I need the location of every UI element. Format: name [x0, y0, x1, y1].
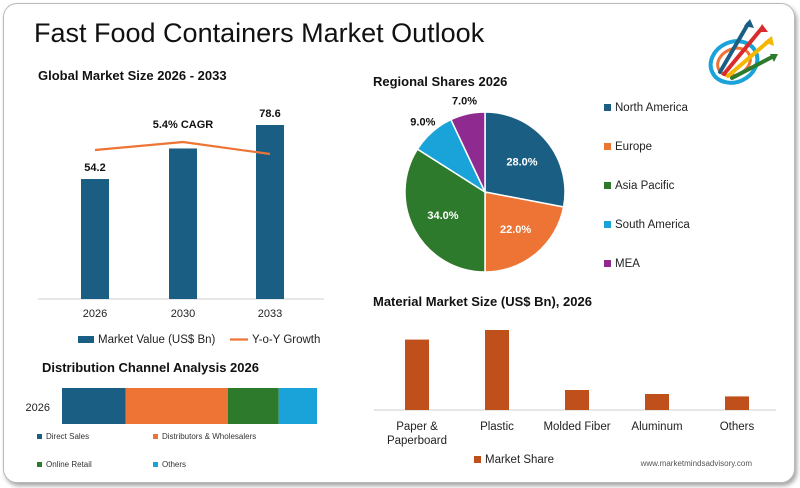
legend-swatch — [604, 104, 611, 112]
legend-label: South America — [615, 219, 690, 231]
bar-market-value-2030 — [169, 148, 197, 299]
distribution-legend-item: Online Retail — [37, 460, 92, 469]
distribution-legend-item: Distributors & Wholesalers — [153, 432, 256, 441]
pie-legend-item: South America — [604, 219, 690, 258]
legend-swatch — [604, 143, 611, 151]
legend-swatch — [37, 434, 42, 440]
brand-logo-icon — [708, 19, 778, 85]
data-label-2026: 54.2 — [84, 162, 105, 174]
bar-material-2 — [565, 390, 589, 410]
pie-legend-item: Asia Pacific — [604, 180, 690, 219]
legend-swatch — [153, 462, 158, 468]
legend-label: Online Retail — [46, 460, 92, 469]
material-title: Material Market Size (US$ Bn), 2026 — [373, 294, 592, 309]
pie-label-mea: 7.0% — [452, 95, 477, 107]
pie-label-north-america: 28.0% — [506, 156, 537, 168]
legend-swatch-market-value — [78, 336, 94, 343]
distribution-title: Distribution Channel Analysis 2026 — [42, 360, 259, 375]
infographic-frame: Fast Food Containers Market Outlook Glob… — [3, 3, 795, 483]
bar-market-value-2033 — [256, 125, 284, 299]
x-tick-2030: 2030 — [171, 308, 195, 320]
legend-label: MEA — [615, 258, 640, 270]
pie-legend-item: MEA — [604, 258, 690, 297]
x-tick-material-4: Others — [720, 421, 755, 433]
legend-swatch-market-share — [474, 456, 481, 463]
x-tick-line: Others — [720, 421, 755, 433]
x-tick-2026: 2026 — [83, 308, 107, 320]
pie-legend-item: North America — [604, 102, 690, 141]
legend-label: Asia Pacific — [615, 180, 675, 192]
pie-slice-europe — [484, 191, 565, 273]
segment-direct-sales — [62, 388, 126, 424]
x-tick-material-1: Plastic — [480, 421, 514, 433]
pie-slice-north-america — [484, 111, 566, 208]
x-tick-material-0: Paper & Paperboard — [387, 421, 447, 447]
bar-market-value-2026 — [81, 179, 109, 299]
bar-material-3 — [645, 394, 669, 410]
pie-slice-mea — [449, 111, 486, 193]
bar-material-0 — [405, 339, 429, 410]
pie-label-south-america: 9.0% — [410, 116, 435, 128]
cagr-annotation: 5.4% CAGR — [153, 119, 214, 131]
bar-material-4 — [725, 396, 749, 410]
x-tick-material-3: Aluminum — [631, 421, 682, 433]
legend-swatch — [153, 434, 158, 440]
distribution-chart: 2026 — [26, 388, 317, 424]
legend-label: North America — [615, 102, 688, 114]
distribution-legend-item: Direct Sales — [37, 432, 89, 441]
legend-market-value: Market Value (US$ Bn) — [98, 334, 216, 346]
pie-label-europe: 22.0% — [500, 224, 531, 236]
data-label-2033: 78.6 — [259, 108, 280, 120]
pie-label-asia-pacific: 34.0% — [427, 210, 458, 222]
pie-legend: North America Europe Asia Pacific South Ame… — [604, 102, 690, 297]
legend-swatch — [37, 462, 42, 468]
legend-swatch — [604, 221, 611, 229]
legend-label: Direct Sales — [46, 432, 90, 441]
x-tick-line: Paperboard — [387, 435, 447, 447]
regional-pie-chart: 28.0% 22.0% 34.0% 9.0% 7.0% — [404, 95, 566, 273]
x-tick-line: Paper & — [396, 421, 438, 433]
legend-label: Distributors & Wholesalers — [162, 432, 257, 441]
watermark: www.marketmindsadvisory.com — [640, 459, 752, 468]
market-size-chart: 54.2 2026 2030 78.6 2033 5.4% CAGR Market Valu… — [38, 108, 324, 346]
market-size-title: Global Market Size 2026 - 2033 — [38, 68, 227, 83]
segment-distributors-wholesalers — [125, 388, 228, 424]
legend-label: Others — [162, 460, 187, 469]
segment-online-retail — [227, 388, 279, 424]
segment-others — [278, 388, 317, 424]
material-chart: Paper & Paperboard Plastic Molded Fiber Alum… — [374, 330, 776, 466]
x-tick-material-2: Molded Fiber — [543, 421, 610, 433]
legend-growth: Y-o-Y Growth — [252, 334, 320, 346]
bar-material-1 — [485, 330, 509, 410]
regional-shares-title: Regional Shares 2026 — [373, 74, 508, 89]
legend-label: Europe — [615, 141, 653, 153]
x-tick-line: Aluminum — [631, 421, 682, 433]
distribution-legend-item: Others — [153, 460, 186, 469]
legend-swatch — [604, 182, 611, 190]
pie-legend-item: Europe — [604, 141, 690, 180]
growth-line — [94, 140, 271, 156]
x-tick-line: Plastic — [480, 421, 514, 433]
x-tick-2033: 2033 — [258, 308, 282, 320]
x-tick-line: Molded Fiber — [543, 421, 610, 433]
y-tick-2026: 2026 — [26, 402, 50, 414]
page-title: Fast Food Containers Market Outlook — [34, 18, 485, 48]
legend-market-share: Market Share — [485, 454, 554, 466]
legend-swatch — [604, 260, 611, 268]
